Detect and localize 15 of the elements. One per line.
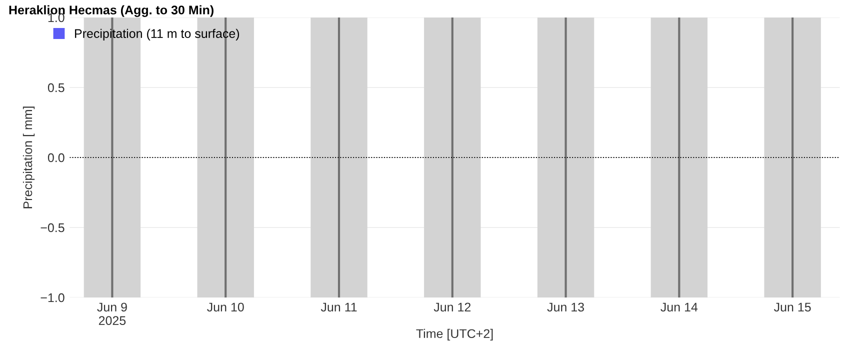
- y-tick-label: 0.5: [48, 83, 64, 92]
- x-tick-label: Jun 10: [207, 302, 244, 312]
- x-tick-label: Jun 14: [660, 302, 698, 312]
- x-tick-label: Jun 12: [434, 302, 471, 312]
- x-tick-label: Jun 11: [320, 302, 357, 312]
- y-tick-label: 0.0: [48, 153, 64, 162]
- y-tick-label: 1.0: [48, 13, 64, 22]
- y-axis-title: Precipitation [ mm]: [22, 106, 35, 208]
- legend-label: Precipitation (11 m to surface): [75, 28, 240, 40]
- y-tick-label: −0.5: [40, 223, 64, 232]
- x-tick-label: Jun 9 2025: [97, 302, 127, 326]
- x-tick-label: Jun 15: [774, 302, 811, 312]
- y-tick-label: −1.0: [40, 293, 64, 302]
- x-axis-title: Time [UTC+2]: [416, 328, 493, 341]
- x-tick-label: Jun 13: [547, 302, 584, 312]
